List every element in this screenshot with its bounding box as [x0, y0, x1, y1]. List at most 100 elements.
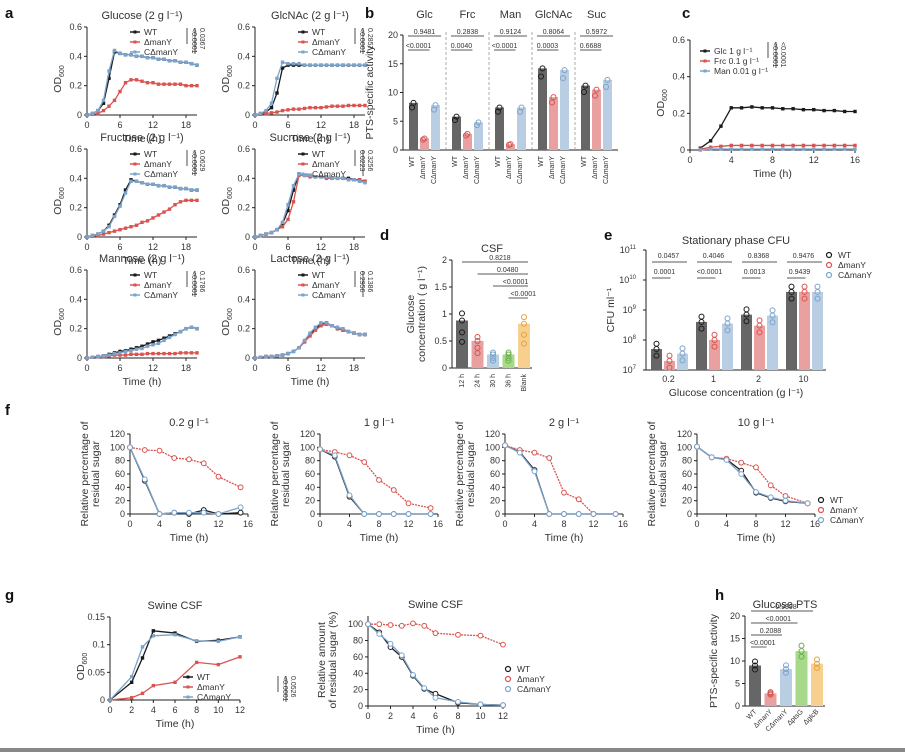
- data-point: [812, 143, 816, 148]
- y-tick-label: 0.2: [237, 324, 250, 334]
- legend-marker: [504, 665, 512, 673]
- legend-marker: [301, 162, 305, 166]
- data-point: [167, 335, 172, 340]
- x-tick-label: 4: [532, 519, 537, 529]
- pvalue-label: 0.2838: [457, 29, 479, 36]
- x-tick-label: 0: [252, 363, 257, 373]
- data-point: [363, 181, 367, 185]
- data-point: [801, 295, 808, 302]
- data-point: [352, 178, 356, 182]
- data-point: [173, 680, 177, 684]
- pvalue-label: <0.0001: [779, 42, 786, 68]
- data-point: [151, 56, 155, 60]
- series-line-manY: [504, 444, 616, 515]
- data-point: [275, 227, 279, 232]
- group-label: GlcNAc: [535, 9, 573, 21]
- data-point: [216, 639, 221, 644]
- data-point: [319, 324, 323, 328]
- data-point: [162, 351, 166, 356]
- y-tick-label: 1011: [620, 245, 637, 255]
- data-point: [604, 76, 611, 83]
- data-point: [140, 656, 145, 660]
- data-point: [729, 147, 733, 151]
- data-point: [297, 346, 301, 350]
- bar: [722, 323, 733, 370]
- y-tick-label: 0.2: [237, 81, 250, 91]
- data-point: [129, 78, 133, 82]
- data-point: [167, 207, 172, 211]
- series-line-man: [700, 148, 855, 151]
- data-point: [517, 108, 523, 115]
- legend-label: WT: [144, 27, 157, 37]
- x-tick-label: 0: [365, 711, 370, 721]
- y-tick-label: 1: [442, 309, 447, 319]
- data-point: [791, 147, 795, 151]
- legend-marker: [703, 49, 707, 53]
- data-point: [134, 347, 139, 351]
- data-point: [107, 353, 111, 357]
- y-tick-label: 60: [305, 469, 315, 479]
- pvalue-label: 0.1386: [366, 271, 373, 293]
- data-point: [258, 355, 263, 359]
- data-point: [708, 454, 715, 461]
- data-point: [140, 691, 145, 696]
- pvalue-label: 0.0457: [658, 253, 680, 260]
- data-point: [500, 702, 506, 709]
- pvalue-label: <0.0001: [771, 42, 778, 68]
- data-point: [739, 147, 744, 151]
- y-tick-label: 40: [682, 482, 692, 492]
- data-point: [708, 147, 713, 151]
- y-tick-label: 40: [305, 482, 315, 492]
- data-point: [363, 63, 367, 67]
- data-point: [361, 459, 368, 465]
- legend-label: ΔmanY: [830, 505, 858, 515]
- data-point: [140, 645, 145, 649]
- legend-marker: [504, 675, 512, 683]
- data-point: [280, 60, 285, 64]
- x-tick-label: 6: [285, 120, 290, 130]
- data-point: [341, 176, 345, 181]
- data-point: [724, 327, 731, 334]
- data-point: [698, 325, 705, 332]
- data-point: [129, 225, 133, 229]
- legend-marker: [301, 40, 305, 44]
- data-point: [521, 314, 527, 321]
- data-point: [561, 511, 567, 517]
- data-point: [134, 352, 139, 357]
- chart-f-2: 0 20 40 60 80 100 120 0 4 8 12 16 Time (h) 2 g l⁻¹ Rel…: [454, 417, 628, 544]
- data-point: [297, 61, 301, 66]
- data-point: [195, 326, 199, 331]
- chart-title: 10 g l⁻¹: [738, 417, 775, 429]
- data-point: [801, 107, 806, 112]
- legend-label: CΔmanY: [517, 684, 551, 694]
- series-line-wt: [109, 630, 241, 701]
- x-tick-label: 12: [148, 120, 158, 130]
- data-point: [140, 220, 144, 225]
- legend-marker: [504, 685, 512, 693]
- data-point: [184, 186, 188, 191]
- data-point: [286, 217, 290, 222]
- series-line-manY: [319, 448, 431, 509]
- x-tick-label: 8: [770, 155, 775, 165]
- data-point: [474, 350, 481, 357]
- x-tick-label: 4: [729, 155, 734, 165]
- y-tick-label: 120: [485, 429, 500, 439]
- data-point: [129, 348, 133, 353]
- legend-marker: [817, 516, 825, 524]
- data-point: [151, 634, 156, 638]
- x-tick-label: 12: [498, 711, 508, 721]
- data-point: [505, 357, 512, 364]
- data-point: [719, 147, 723, 151]
- y-tick-label: 107: [623, 365, 637, 375]
- data-point: [101, 101, 106, 105]
- y-tick-label: 100: [677, 442, 692, 452]
- x-axis-label: Time (h): [123, 255, 162, 267]
- data-point: [308, 173, 312, 178]
- data-point: [452, 116, 458, 123]
- data-point: [200, 509, 207, 516]
- x-tick-label: 18: [349, 120, 359, 130]
- data-point: [151, 343, 155, 347]
- y-tick-label: 0: [77, 110, 82, 120]
- data-point: [357, 179, 362, 183]
- data-point: [750, 143, 754, 148]
